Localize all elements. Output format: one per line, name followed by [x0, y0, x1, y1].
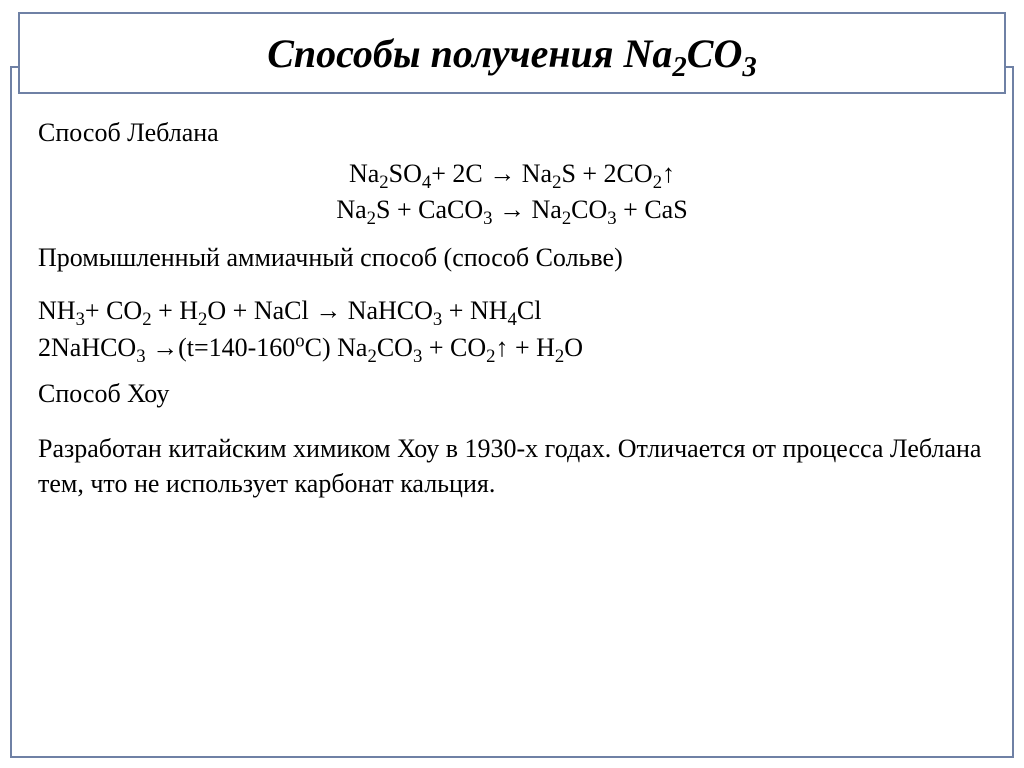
- content-box: Способ Леблана Na2SO4+ 2C → Na2S + 2CO2↑…: [10, 66, 1014, 758]
- solvay-eq1: NH3+ CO2 + H2O + NaCl → NaHCO3 + NH4Cl: [38, 293, 986, 328]
- hou-section: Способ Хоу Разработан китайским химиком …: [38, 379, 986, 501]
- leblanc-eq2: Na2S + CaCO3 → Na2CO3 + CaS: [38, 192, 986, 228]
- solvay-section: Промышленный аммиачный способ (способ Со…: [38, 243, 986, 365]
- title-sub1: 2: [672, 51, 686, 83]
- leblanc-eq1: Na2SO4+ 2C → Na2S + 2CO2↑: [38, 156, 986, 192]
- solvay-heading: Промышленный аммиачный способ (способ Со…: [38, 243, 986, 273]
- page-title: Способы получения Na2CO3: [267, 30, 757, 77]
- title-sub2: 3: [742, 51, 756, 83]
- title-prefix: Способы получения Na: [267, 31, 672, 76]
- leblanc-section: Способ Леблана Na2SO4+ 2C → Na2S + 2CO2↑…: [38, 118, 986, 229]
- title-mid: CO: [687, 31, 743, 76]
- leblanc-heading: Способ Леблана: [38, 118, 986, 148]
- solvay-eq2: 2NaHCO3 →(t=140-160oC) Na2CO3 + CO2↑ + H…: [38, 330, 986, 365]
- title-box: Способы получения Na2CO3: [18, 12, 1006, 94]
- hou-body: Разработан китайским химиком Хоу в 1930-…: [38, 431, 986, 501]
- hou-heading: Способ Хоу: [38, 379, 986, 409]
